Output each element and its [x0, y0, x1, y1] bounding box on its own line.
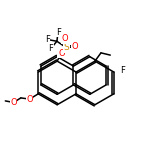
Text: O: O	[71, 42, 78, 51]
Text: S: S	[63, 43, 69, 52]
Text: F: F	[48, 44, 53, 53]
Text: F: F	[56, 28, 60, 37]
Text: O: O	[10, 98, 17, 107]
Text: O: O	[26, 95, 33, 104]
Text: F: F	[120, 66, 125, 75]
Text: O: O	[58, 49, 65, 58]
Text: O: O	[62, 34, 68, 43]
Text: F: F	[45, 35, 50, 44]
